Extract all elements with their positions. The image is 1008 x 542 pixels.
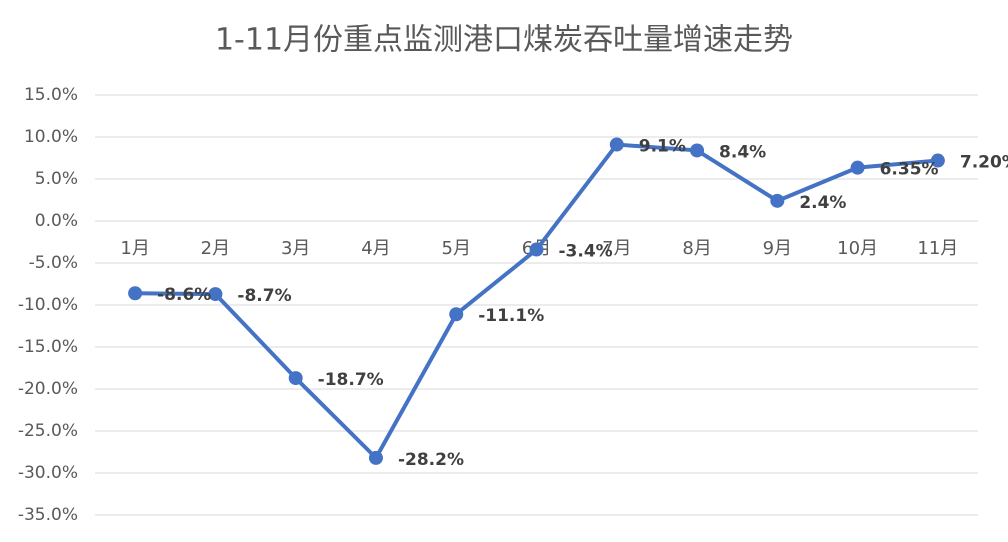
x-tick-label: 4月 [361,238,390,259]
data-label: 8.4% [719,142,766,162]
data-label: -8.7% [237,286,291,306]
y-tick-label: 0.0% [35,211,78,231]
x-tick-label: 2月 [201,238,230,259]
x-tick-label: 1月 [120,238,149,259]
chart-title: 1-11月份重点监测港口煤炭吞吐量增速走势 [215,23,793,58]
data-label: -28.2% [398,450,464,470]
data-point [368,450,383,465]
data-label: -8.6% [157,285,211,305]
data-point [449,307,464,322]
y-tick-label: -30.0% [18,463,78,483]
data-point [690,143,705,158]
y-tick-label: 5.0% [35,169,78,189]
y-tick-label: -10.0% [18,295,78,315]
x-tick-label: 8月 [682,238,711,259]
data-point [529,242,544,257]
data-label: -3.4% [559,242,613,262]
y-tick-label: -25.0% [18,421,78,441]
data-point [770,193,785,208]
y-tick-label: -15.0% [18,337,78,357]
x-tick-label: 5月 [442,238,471,259]
data-point [930,153,945,168]
x-tick-label: 7月 [602,238,631,259]
data-point [288,371,303,386]
x-tick-label: 11月 [917,238,958,259]
data-point [850,160,865,175]
y-tick-label: -5.0% [29,253,78,273]
data-point [208,287,223,302]
data-label: 6.35% [880,160,939,180]
data-label: 9.1% [639,137,686,157]
y-tick-label: 15.0% [24,85,78,105]
x-tick-label: 3月 [281,238,310,259]
x-tick-label: 10月 [837,238,878,259]
x-tick-label: 9月 [763,238,792,259]
data-label: -11.1% [478,306,544,326]
y-tick-label: -20.0% [18,379,78,399]
data-label: 7.20% [960,153,1008,173]
data-point [609,137,624,152]
y-tick-label: 10.0% [24,127,78,147]
data-label: -18.7% [318,370,384,390]
y-tick-label: -35.0% [18,505,78,525]
data-point [128,286,143,301]
data-label: 2.4% [799,193,846,213]
